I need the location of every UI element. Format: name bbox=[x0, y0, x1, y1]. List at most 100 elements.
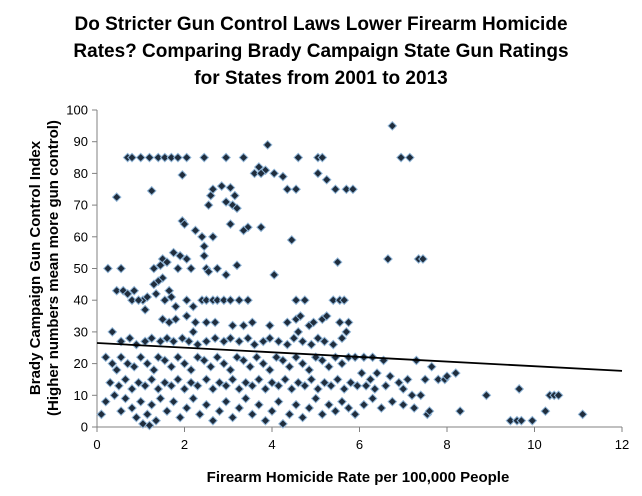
data-point bbox=[291, 295, 301, 306]
data-point bbox=[321, 311, 332, 321]
data-point bbox=[404, 152, 415, 163]
data-point bbox=[398, 399, 409, 410]
data-point bbox=[369, 384, 380, 394]
data-point bbox=[291, 399, 301, 410]
x-tick-label: 6 bbox=[356, 437, 363, 452]
data-point bbox=[142, 292, 153, 302]
data-point bbox=[387, 120, 398, 131]
data-point bbox=[345, 377, 356, 388]
data-point bbox=[129, 285, 140, 296]
data-point bbox=[282, 184, 293, 195]
data-point bbox=[153, 276, 164, 287]
data-point bbox=[343, 403, 354, 413]
data-point bbox=[203, 200, 214, 211]
data-point bbox=[240, 393, 251, 404]
data-point bbox=[208, 184, 218, 195]
data-point bbox=[348, 184, 358, 195]
data-point bbox=[247, 409, 258, 420]
data-point bbox=[201, 317, 212, 328]
data-point bbox=[365, 374, 376, 385]
data-point bbox=[155, 393, 166, 404]
data-point bbox=[332, 257, 343, 268]
data-point bbox=[157, 314, 168, 325]
data-point bbox=[341, 326, 352, 337]
data-point bbox=[225, 333, 236, 344]
data-point bbox=[166, 380, 177, 391]
data-point bbox=[208, 384, 218, 394]
data-point bbox=[155, 260, 166, 271]
data-point bbox=[151, 288, 161, 299]
data-point bbox=[332, 374, 343, 385]
data-point bbox=[159, 355, 170, 366]
data-point bbox=[297, 412, 308, 423]
data-point bbox=[127, 384, 137, 394]
data-point bbox=[225, 182, 236, 193]
data-point bbox=[107, 326, 118, 337]
data-point bbox=[304, 365, 315, 375]
data-point bbox=[481, 390, 492, 401]
data-point bbox=[159, 295, 170, 306]
data-point bbox=[232, 203, 242, 214]
data-point bbox=[216, 181, 227, 191]
data-point bbox=[313, 333, 323, 344]
data-point bbox=[380, 380, 391, 391]
data-point bbox=[426, 361, 437, 372]
data-point bbox=[238, 152, 249, 163]
data-point bbox=[181, 311, 192, 321]
data-point bbox=[234, 336, 245, 347]
data-point bbox=[396, 152, 406, 163]
data-point bbox=[192, 380, 203, 391]
data-point bbox=[146, 374, 157, 385]
data-point bbox=[127, 152, 137, 163]
data-point bbox=[238, 225, 249, 236]
data-point bbox=[409, 403, 420, 413]
data-point bbox=[328, 295, 339, 306]
data-point bbox=[273, 336, 284, 347]
data-point bbox=[352, 380, 363, 391]
data-point bbox=[337, 358, 347, 369]
data-point bbox=[238, 320, 249, 331]
data-point bbox=[280, 374, 291, 385]
data-point bbox=[190, 225, 201, 236]
data-point bbox=[135, 352, 146, 363]
data-point bbox=[343, 317, 354, 328]
trendline-group bbox=[96, 342, 623, 372]
data-point bbox=[113, 380, 124, 391]
data-point bbox=[221, 197, 231, 207]
data-point bbox=[173, 152, 183, 163]
data-point bbox=[168, 336, 179, 347]
data-point bbox=[183, 336, 194, 347]
chart-title: Do Stricter Gun Control Laws Lower Firea… bbox=[73, 14, 568, 89]
data-point bbox=[253, 399, 264, 410]
data-point bbox=[540, 406, 551, 417]
data-point bbox=[269, 269, 280, 280]
data-point bbox=[212, 352, 223, 363]
data-point bbox=[201, 399, 212, 410]
x-axis-title: Firearm Homicide Rate per 100,000 People bbox=[207, 469, 510, 486]
data-point bbox=[173, 352, 183, 363]
data-point bbox=[291, 184, 301, 195]
data-point bbox=[278, 355, 288, 366]
data-point bbox=[179, 219, 190, 230]
y-tick-label: 60 bbox=[74, 229, 88, 244]
data-point bbox=[295, 311, 306, 321]
data-point bbox=[120, 393, 131, 404]
data-point bbox=[116, 406, 126, 417]
data-point bbox=[234, 295, 245, 306]
data-point bbox=[260, 415, 271, 426]
data-point bbox=[146, 399, 157, 410]
data-point bbox=[319, 377, 330, 388]
data-point bbox=[264, 333, 275, 344]
data-point bbox=[144, 420, 155, 431]
data-point bbox=[245, 361, 256, 372]
data-point bbox=[131, 412, 142, 423]
data-point bbox=[323, 399, 334, 410]
data-point bbox=[450, 368, 461, 379]
data-point bbox=[313, 384, 323, 394]
data-point bbox=[181, 295, 192, 306]
data-point bbox=[267, 406, 277, 417]
data-point bbox=[138, 418, 148, 429]
data-point bbox=[323, 361, 334, 372]
data-point bbox=[264, 320, 275, 331]
y-tick-label: 40 bbox=[74, 293, 88, 308]
